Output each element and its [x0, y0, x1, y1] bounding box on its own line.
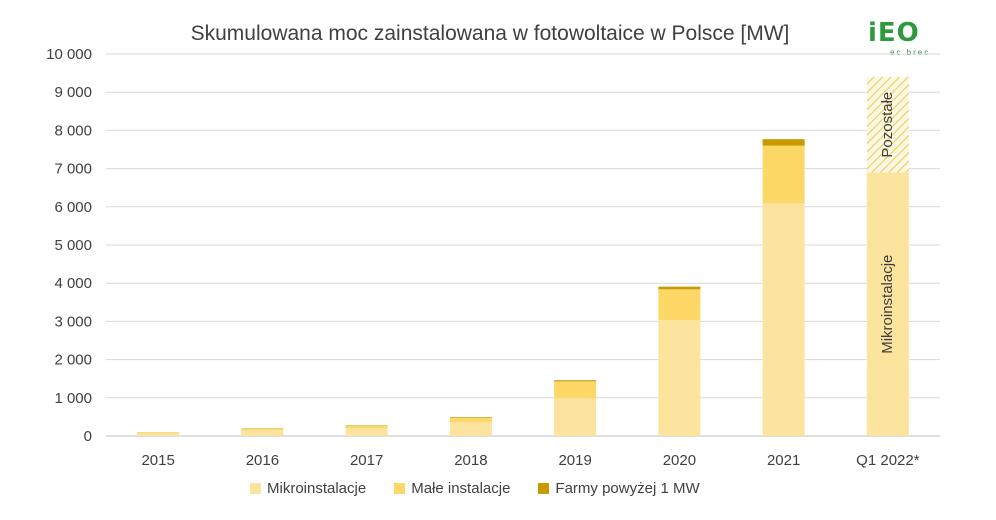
y-tick-label: 10 000 — [46, 46, 92, 63]
bar-segment-farmy-powyżej-1-mw — [449, 417, 492, 419]
bar-segment-małe-instalacje — [658, 289, 701, 321]
legend: Mikroinstalacje Małe instalacje Farmy po… — [250, 480, 700, 497]
legend-swatch-farmy — [538, 483, 550, 494]
bar-segment-mikroinstalacje — [658, 320, 701, 436]
x-tick-label: 2020 — [663, 452, 696, 469]
y-tick-label: 5 000 — [54, 237, 92, 254]
bar-segment-farmy-powyżej-1-mw — [762, 139, 805, 146]
y-tick-label: 4 000 — [54, 275, 92, 292]
y-tick-label: 1 000 — [54, 390, 92, 407]
bar-segment-mikroinstalacje — [866, 172, 909, 437]
x-tick-label: 2016 — [246, 452, 279, 469]
y-tick-label: 9 000 — [54, 84, 92, 101]
legend-swatch-mikro — [250, 483, 261, 494]
x-tick-label: 2015 — [141, 452, 174, 469]
chart-title: Skumulowana moc zainstalowana w fotowolt… — [190, 22, 790, 45]
bar-segment-pozostale — [866, 76, 909, 173]
bar-segment-mikroinstalacje — [554, 398, 597, 436]
legend-item-male: Małe instalacje — [394, 480, 510, 497]
y-tick-label: 0 — [84, 428, 92, 445]
bar-segment-farmy-powyżej-1-mw — [554, 380, 597, 382]
bar-annotation-label: Pozostałe — [879, 92, 896, 158]
legend-item-farmy: Farmy powyżej 1 MW — [538, 480, 700, 497]
bar-annotation-label: Mikroinstalacje — [879, 255, 896, 354]
legend-swatch-male — [394, 483, 406, 494]
bar-segment-mikroinstalacje — [449, 422, 492, 436]
legend-item-mikro: Mikroinstalacje — [250, 480, 366, 497]
bar-segment-farmy-powyżej-1-mw — [345, 425, 388, 427]
bar-segment-małe-instalacje — [554, 381, 597, 399]
bar-segment-mikroinstalacje — [762, 202, 805, 436]
bar-segment-mikroinstalacje — [345, 428, 388, 436]
bar-segment-małe-instalacje — [137, 432, 180, 434]
x-tick-label: 2019 — [558, 452, 591, 469]
y-tick-label: 3 000 — [54, 313, 92, 330]
y-tick-label: 2 000 — [54, 352, 92, 369]
x-tick-label: Q1 2022* — [856, 452, 920, 469]
x-tick-label: 2018 — [454, 452, 487, 469]
x-tick-label: 2017 — [350, 452, 383, 469]
legend-label-male: Małe instalacje — [411, 480, 511, 497]
bar-segment-małe-instalacje — [449, 418, 492, 423]
y-tick-label: 7 000 — [54, 161, 92, 178]
ieo-logo: iEO ec brec — [868, 18, 948, 62]
y-tick-label: 6 000 — [54, 199, 92, 216]
legend-label-mikro: Mikroinstalacje — [267, 480, 367, 497]
legend-label-farmy: Farmy powyżej 1 MW — [555, 480, 700, 497]
bar-segment-farmy-powyżej-1-mw — [658, 286, 701, 290]
logo-subtext: ec brec — [890, 48, 931, 57]
bar-segment-małe-instalacje — [241, 428, 284, 431]
bar-segment-mikroinstalacje — [137, 433, 180, 436]
y-tick-label: 8 000 — [54, 122, 92, 139]
x-tick-label: 2021 — [767, 452, 800, 469]
bar-segment-mikroinstalacje — [241, 430, 284, 436]
logo-text: iEO — [868, 18, 920, 48]
bar-segment-małe-instalacje — [762, 145, 805, 203]
bar-segment-małe-instalacje — [345, 426, 388, 429]
